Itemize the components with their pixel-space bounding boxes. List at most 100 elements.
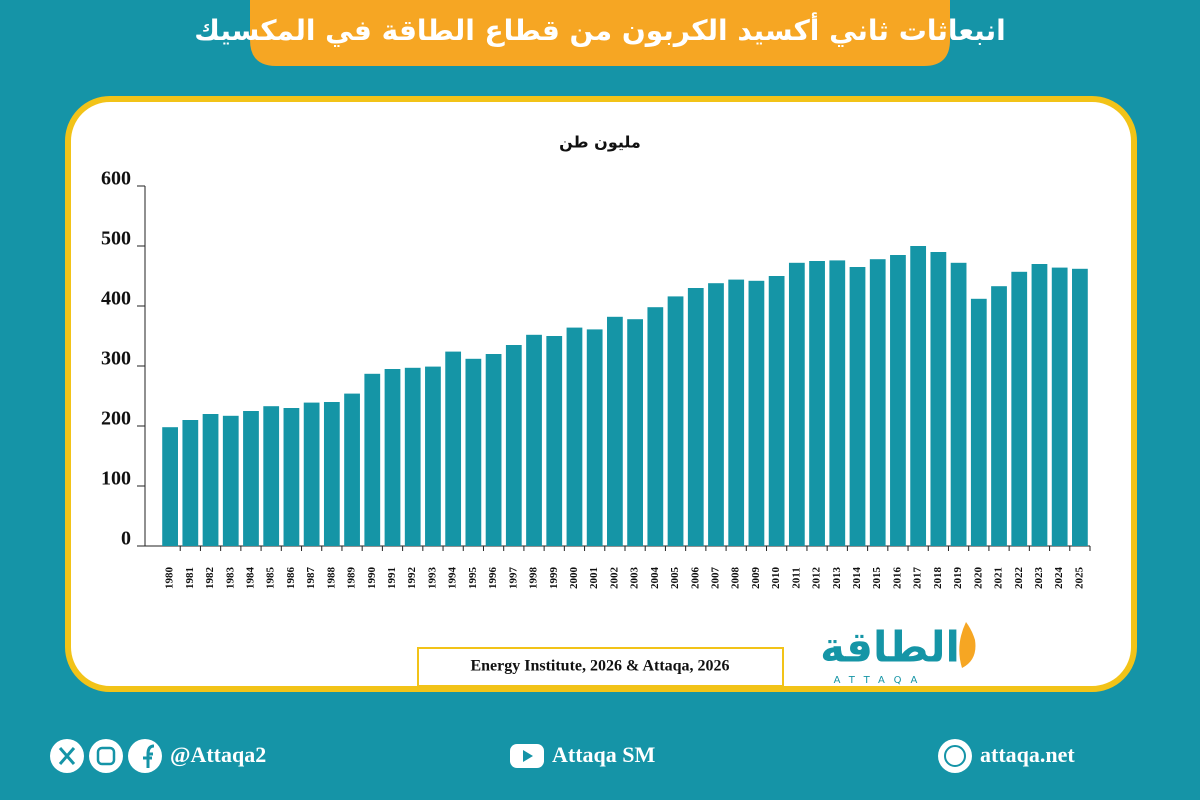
- bar: [384, 369, 401, 546]
- bar: [202, 414, 219, 546]
- y-tick-label: 500: [101, 228, 131, 250]
- web-icon[interactable]: [938, 739, 972, 773]
- x-tick-label: 1984: [245, 567, 257, 590]
- bar: [950, 262, 967, 546]
- bar: [222, 415, 239, 546]
- x-tick-label: 1982: [204, 567, 216, 590]
- x-tick-label: 2000: [568, 567, 580, 590]
- bar: [566, 327, 583, 546]
- chart-title: انبعاثات ثاني أكسيد الكربون من قطاع الطا…: [194, 12, 1005, 47]
- bar: [930, 252, 947, 546]
- bar: [364, 373, 381, 546]
- x-tick-label: 1981: [184, 567, 196, 589]
- y-tick-label: 300: [101, 348, 131, 370]
- logo-name: الطاقة: [820, 623, 960, 672]
- x-tick-label: 2008: [730, 567, 742, 590]
- x-tick-label: 1990: [366, 567, 378, 590]
- bar: [303, 402, 320, 546]
- y-tick-label: 600: [101, 168, 131, 190]
- x-tick-label: 1994: [447, 567, 459, 590]
- y-tick-label: 400: [101, 288, 131, 310]
- plot: 0 100 200 300 400 500 600 1980 1981 1982 1983 1984 1…: [101, 168, 1091, 590]
- bar: [607, 316, 623, 546]
- web-glyph: [944, 745, 966, 767]
- instagram-glyph: [96, 746, 116, 766]
- bar: [768, 276, 785, 546]
- x-tick-label: 2025: [1073, 567, 1085, 590]
- social-handle[interactable]: @Attaqa2: [170, 742, 266, 767]
- x-tick-label: 1998: [528, 567, 540, 590]
- bar: [485, 354, 502, 546]
- bar: [829, 260, 846, 546]
- bar: [890, 255, 906, 546]
- source: Energy Institute, 2026 & Attaqa, 2026: [470, 658, 729, 675]
- youtube-glyph: [523, 750, 533, 762]
- bar: [1072, 268, 1088, 546]
- bar: [546, 336, 563, 546]
- x-tick-label: 2012: [811, 567, 823, 590]
- bar: [323, 402, 340, 546]
- bar: [991, 286, 1007, 546]
- x-tick-label: 2007: [710, 567, 722, 590]
- bar: [182, 420, 199, 546]
- bar: [647, 307, 664, 546]
- x-tick-label: 1985: [265, 567, 277, 590]
- bar: [869, 259, 886, 546]
- x-tick-label: 1980: [164, 567, 176, 590]
- facebook-icon[interactable]: [128, 739, 162, 773]
- unit-label: مليون طن: [559, 133, 641, 152]
- x-tick-label: 2004: [649, 567, 661, 590]
- bar: [505, 345, 522, 546]
- bar: [586, 329, 603, 546]
- title-banner: [250, 0, 950, 66]
- y-tick-label: 100: [101, 468, 131, 490]
- bar: [910, 246, 927, 546]
- facebook-glyph: [143, 744, 155, 768]
- bar: [283, 408, 300, 546]
- website[interactable]: attaqa.net: [980, 742, 1075, 767]
- y-tick-label: 0: [121, 528, 131, 550]
- x-tick-label: 1987: [305, 567, 317, 590]
- x-tick-label: 2011: [790, 567, 802, 588]
- x-tick-label: 2023: [1033, 567, 1045, 590]
- bar: [243, 411, 259, 546]
- logo-icon: [959, 622, 976, 668]
- bar: [465, 358, 482, 546]
- x-tick-label: 2001: [588, 567, 600, 589]
- x-tick-label: 2016: [891, 567, 903, 590]
- bar: [748, 280, 765, 546]
- x-tick-label: 2024: [1053, 567, 1065, 590]
- bar: [162, 427, 178, 546]
- x-tick-label: 2018: [932, 567, 944, 590]
- x-tick-label: 2019: [952, 567, 964, 590]
- x-tick-label: 2002: [608, 567, 620, 590]
- x-tick-label: 2006: [689, 567, 701, 590]
- bar: [1031, 264, 1048, 546]
- x-tick-label: 1992: [406, 567, 418, 590]
- x-tick-label: 2020: [972, 567, 984, 590]
- x-tick-label: 1991: [386, 567, 398, 589]
- x-glyph: [58, 747, 76, 765]
- bar: [263, 406, 280, 546]
- x-tick-label: 1999: [548, 567, 560, 590]
- x-tick-label: 1997: [507, 567, 519, 590]
- x-tick-label: 2010: [770, 567, 782, 590]
- bar: [970, 298, 987, 546]
- x-tick-label: 2015: [871, 567, 883, 590]
- bar: [1011, 271, 1028, 546]
- youtube-handle[interactable]: Attaqa SM: [552, 742, 656, 767]
- bar: [788, 262, 805, 546]
- instagram-icon[interactable]: [89, 739, 123, 773]
- bar: [404, 367, 421, 546]
- x-tick-label: 1993: [426, 567, 438, 590]
- logo-latin: ATTAQA: [834, 675, 927, 686]
- source-box: [417, 647, 784, 687]
- x-tick-label: 1996: [487, 567, 499, 590]
- x-tick-label: 2013: [831, 567, 843, 590]
- bar: [1051, 267, 1068, 546]
- x-tick-label: 1983: [224, 567, 236, 590]
- bar: [667, 296, 684, 546]
- bar: [849, 267, 866, 546]
- x-tick-label: 2009: [750, 567, 762, 590]
